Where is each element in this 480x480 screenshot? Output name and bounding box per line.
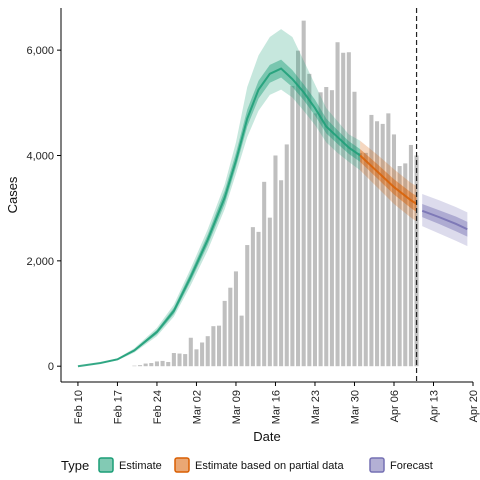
series-lines <box>77 67 468 368</box>
bar <box>296 50 301 367</box>
x-tick-label: Feb 10 <box>73 390 85 424</box>
x-tick-label: Apr 20 <box>468 390 480 422</box>
bar <box>329 90 334 367</box>
legend-key-estimate-based-on-partial-data <box>174 457 190 473</box>
bar <box>256 231 261 367</box>
bar <box>284 144 289 367</box>
band-90-estimate <box>77 29 361 367</box>
bar <box>273 155 278 367</box>
bar <box>397 166 402 367</box>
legend-label-estimate: Estimate <box>119 460 162 472</box>
bar <box>375 121 380 367</box>
bar <box>211 326 216 367</box>
x-tick-label: Mar 09 <box>231 390 243 424</box>
x-tick-label: Apr 13 <box>428 390 440 422</box>
bars <box>132 20 419 367</box>
x-tick-label: Apr 06 <box>389 390 401 422</box>
bar <box>267 217 272 367</box>
bar <box>312 113 318 367</box>
bar <box>154 361 159 367</box>
bar <box>386 113 391 367</box>
bar <box>391 134 397 367</box>
bar <box>160 360 165 367</box>
bar <box>222 300 227 367</box>
bar <box>137 365 143 367</box>
bar <box>205 336 210 367</box>
bar <box>301 20 306 367</box>
legend-label-estimate-based-on-partial-data: Estimate based on partial data <box>195 460 344 472</box>
bar <box>216 325 222 367</box>
legend-title: Type <box>61 458 89 473</box>
bar <box>245 245 250 367</box>
bar <box>363 152 368 367</box>
y-tick-label: 6,000 <box>26 45 54 57</box>
x-tick-label: Mar 23 <box>310 390 322 424</box>
bar <box>149 363 154 367</box>
bar <box>262 181 267 367</box>
legend-label-forecast: Forecast <box>390 460 433 472</box>
bar <box>166 361 171 367</box>
bar <box>194 349 199 367</box>
bar <box>228 287 233 367</box>
line-estimate <box>77 67 361 368</box>
bar <box>341 52 346 367</box>
bar <box>233 271 238 367</box>
bar <box>346 52 351 367</box>
bar <box>177 353 182 367</box>
bar <box>335 42 340 367</box>
bar <box>324 87 329 367</box>
bar <box>403 163 408 367</box>
y-axis-title: Cases <box>5 176 20 213</box>
bar <box>358 152 363 367</box>
y-tick-label: 4,000 <box>26 150 54 162</box>
bar <box>171 353 176 367</box>
bar <box>380 123 385 367</box>
x-axis: Feb 10 Feb 17 Feb 24 Mar 02 Mar 09 Mar 16 Mar … <box>73 382 480 424</box>
bar <box>143 363 148 367</box>
x-tick-label: Mar 16 <box>270 390 282 424</box>
bar <box>239 315 244 367</box>
bar <box>318 92 323 367</box>
line-estimate-based-on-partial-data <box>359 154 418 205</box>
x-tick-label: Mar 30 <box>349 390 361 424</box>
bar <box>369 114 374 367</box>
bar <box>132 365 137 367</box>
bar <box>290 85 295 367</box>
line-forecast <box>421 209 468 231</box>
x-tick-label: Feb 17 <box>112 390 124 424</box>
x-tick-label: Feb 24 <box>152 390 164 424</box>
x-tick-label: Mar 02 <box>191 390 203 424</box>
bar <box>279 180 284 367</box>
bar <box>352 91 357 367</box>
y-tick-label: 2,000 <box>26 256 54 268</box>
bar <box>200 342 205 367</box>
bar <box>250 227 255 367</box>
legend: Type Estimate Estimate based on partial d… <box>61 457 433 473</box>
y-tick-label: 0 <box>48 361 54 373</box>
legend-key-estimate <box>98 457 114 473</box>
y-axis: 0 2,000 4,000 6,000 <box>26 45 61 373</box>
bar <box>408 144 413 367</box>
bar <box>307 73 312 367</box>
bar <box>183 354 188 367</box>
legend-key-forecast <box>369 457 385 473</box>
x-axis-title: Date <box>253 429 280 444</box>
bar <box>188 337 193 367</box>
